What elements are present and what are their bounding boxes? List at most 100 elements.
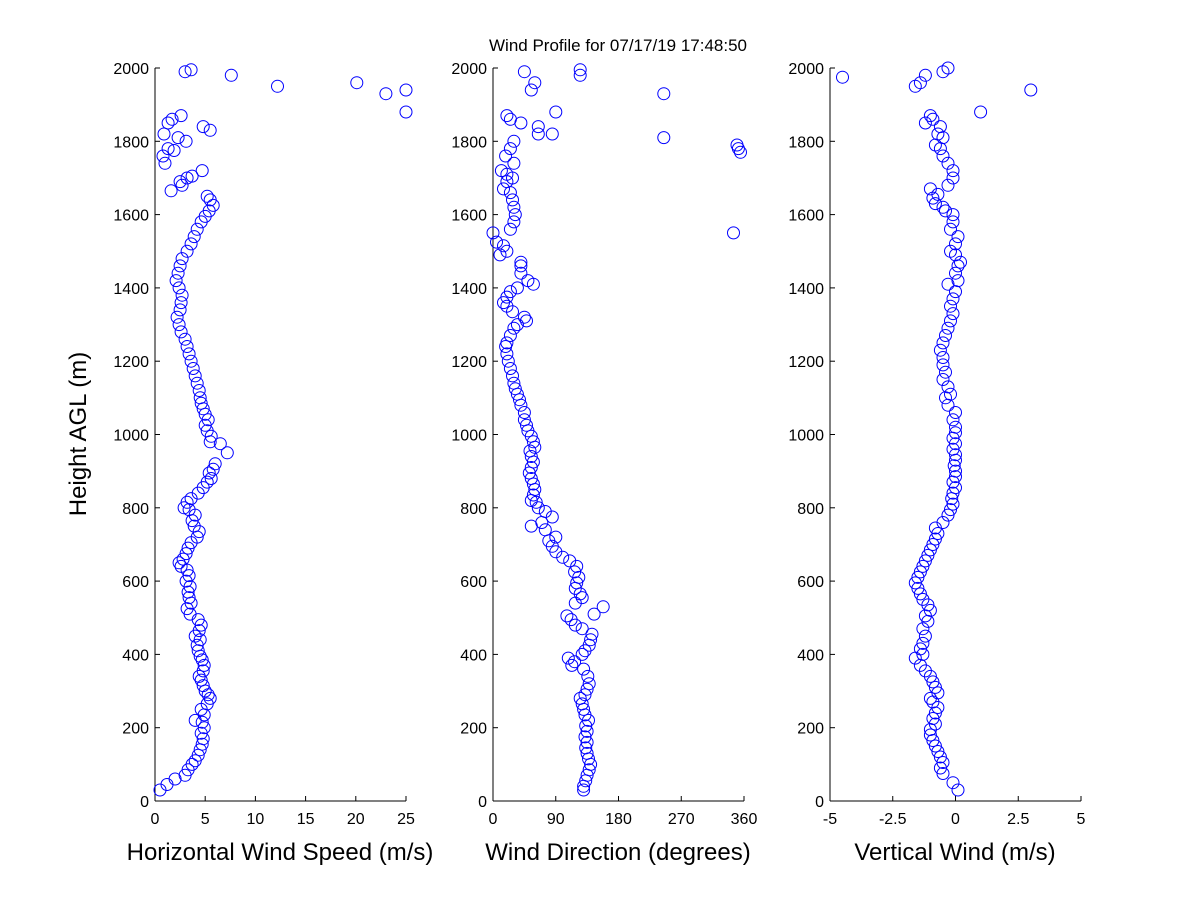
data-point — [954, 255, 967, 269]
data-point — [524, 472, 538, 485]
data-point — [936, 336, 950, 350]
data-point — [913, 76, 927, 90]
data-point — [949, 437, 962, 451]
data-point — [193, 391, 207, 405]
data-point — [946, 171, 960, 185]
data-point — [168, 772, 182, 786]
data-point — [494, 164, 508, 178]
data-point — [170, 310, 184, 324]
data-point — [564, 613, 578, 627]
data-point — [500, 347, 514, 361]
data-point — [203, 691, 217, 705]
data-point — [173, 259, 187, 273]
data-point — [513, 393, 526, 407]
data-point — [926, 675, 940, 689]
data-point — [582, 763, 596, 777]
data-point — [913, 587, 927, 601]
data-point — [507, 321, 521, 335]
data-point — [506, 369, 519, 383]
data-point — [180, 340, 194, 353]
y-tick-label: 1400 — [788, 281, 824, 298]
y-tick-label: 1600 — [788, 208, 824, 225]
data-point — [182, 591, 196, 605]
data-point — [587, 607, 601, 621]
data-point — [528, 76, 542, 90]
data-point — [173, 175, 187, 189]
data-point — [939, 329, 952, 342]
data-point — [196, 732, 210, 746]
data-point — [731, 142, 745, 156]
data-point — [941, 380, 955, 394]
data-point — [192, 384, 206, 397]
data-point — [520, 314, 533, 328]
data-point — [514, 255, 528, 269]
data-point — [220, 446, 234, 460]
data-point — [933, 120, 947, 134]
y-tick-label: 1000 — [788, 428, 824, 445]
data-point — [913, 565, 927, 579]
x-tick-label: 25 — [397, 811, 415, 828]
data-point — [503, 142, 517, 156]
data-point — [190, 376, 204, 390]
data-point — [951, 259, 965, 273]
y-tick-label: 1200 — [788, 354, 824, 371]
data-point — [508, 382, 522, 396]
data-point — [575, 697, 589, 711]
data-point — [916, 592, 930, 606]
data-point — [580, 746, 594, 760]
data-point — [187, 519, 201, 533]
data-point — [949, 266, 962, 280]
data-point — [503, 329, 517, 342]
data-point — [195, 715, 209, 729]
data-point — [926, 538, 940, 551]
data-point — [206, 462, 220, 476]
y-tick-label: 800 — [122, 501, 149, 518]
panel-1: 0 200 400 600 800 1000 1200 1400 1600 1800 2000 0 5 1… — [65, 61, 433, 866]
data-point — [931, 686, 945, 700]
data-point — [944, 387, 957, 401]
data-point — [507, 215, 521, 229]
data-point — [949, 426, 962, 440]
data-point — [949, 237, 962, 251]
y-tick-label: 1400 — [113, 281, 149, 298]
data-point — [493, 248, 507, 262]
x-axis-label: Wind Direction (degrees) — [485, 839, 750, 866]
y-tick-label: 1400 — [451, 281, 487, 298]
data-point — [946, 208, 960, 222]
data-point — [928, 532, 942, 546]
data-point — [923, 109, 937, 123]
data-point — [916, 559, 930, 573]
data-point — [545, 127, 559, 141]
data-point — [180, 244, 194, 258]
data-point — [944, 299, 957, 313]
figure-title: Wind Profile for 07/17/19 17:48:50 — [489, 36, 747, 55]
data-point — [185, 169, 199, 183]
data-point — [939, 204, 952, 218]
data-point — [497, 239, 510, 253]
data-point — [578, 688, 592, 702]
data-point — [936, 351, 950, 364]
data-point — [734, 145, 747, 159]
data-point — [178, 332, 192, 346]
data-point — [951, 274, 965, 288]
data-point — [158, 156, 172, 170]
data-point — [941, 156, 955, 170]
data-point — [944, 503, 957, 517]
data-point — [949, 406, 962, 419]
data-point — [196, 679, 210, 693]
data-point — [578, 730, 592, 744]
data-point — [174, 296, 188, 310]
data-point — [526, 435, 540, 449]
data-point — [171, 266, 185, 280]
data-point — [573, 63, 587, 77]
data-point — [936, 65, 950, 79]
data-point — [208, 457, 222, 471]
data-point — [596, 600, 610, 614]
x-tick-label: 10 — [247, 811, 265, 828]
data-point — [531, 501, 545, 515]
data-point — [524, 450, 538, 463]
data-point — [201, 688, 215, 702]
data-point — [503, 285, 517, 299]
data-point — [1024, 83, 1038, 97]
data-point — [939, 365, 952, 379]
